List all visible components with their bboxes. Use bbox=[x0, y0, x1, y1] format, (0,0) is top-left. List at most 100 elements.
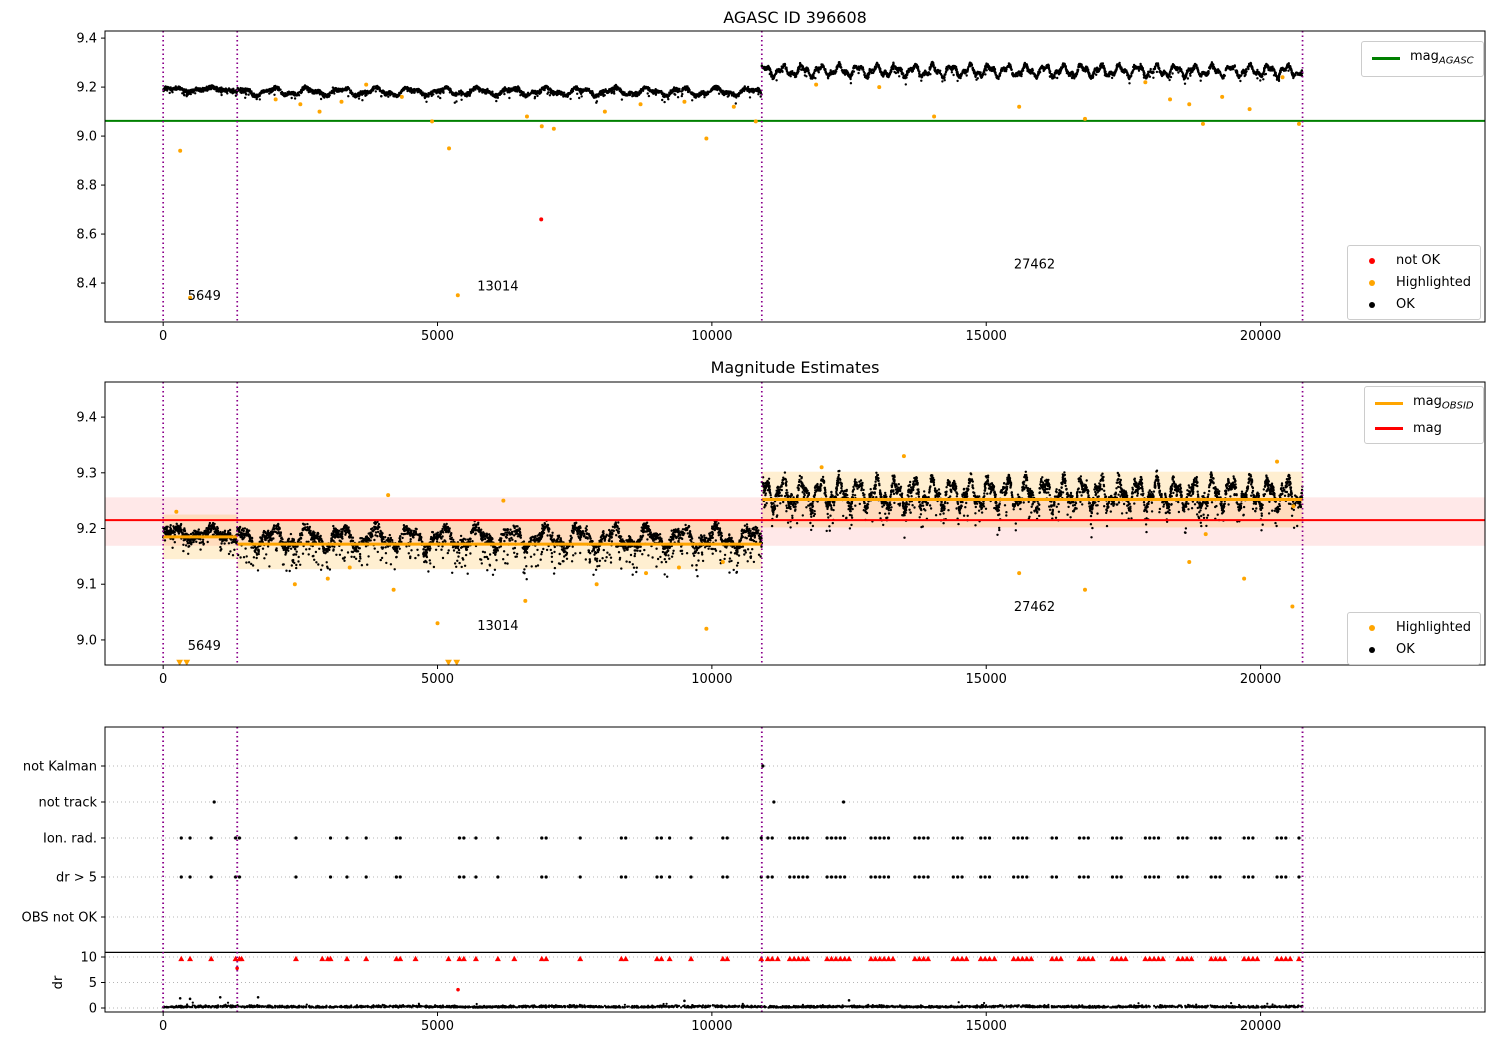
ok-point bbox=[1197, 69, 1200, 72]
ok-point bbox=[347, 95, 350, 98]
ok-point bbox=[1056, 76, 1059, 80]
ok-point bbox=[793, 75, 797, 79]
ok-point bbox=[570, 90, 573, 94]
ok-point bbox=[1224, 67, 1228, 70]
ok-point bbox=[220, 93, 223, 97]
ok-point bbox=[383, 94, 387, 97]
ok-point bbox=[706, 90, 709, 93]
top-plot-title: AGASC ID 396608 bbox=[723, 8, 867, 27]
ok-point bbox=[297, 93, 300, 97]
ok-point bbox=[759, 95, 762, 98]
ok-point bbox=[697, 94, 701, 98]
ok-point bbox=[479, 88, 482, 92]
ok-point bbox=[667, 98, 670, 101]
ok-point bbox=[208, 85, 212, 89]
ok-point bbox=[427, 94, 430, 98]
ok-point bbox=[328, 91, 332, 94]
ok-point bbox=[893, 70, 896, 74]
ok-point bbox=[718, 88, 722, 91]
ok-point bbox=[717, 92, 721, 95]
ok-point bbox=[772, 77, 775, 81]
ok-point bbox=[247, 88, 250, 92]
ok-point bbox=[213, 85, 216, 88]
ok-point bbox=[183, 89, 186, 92]
ok-point bbox=[735, 94, 739, 97]
ok-point bbox=[1259, 79, 1262, 82]
ok-point bbox=[1110, 76, 1114, 80]
ok-point bbox=[1287, 69, 1290, 72]
ok-point bbox=[330, 91, 334, 95]
ok-point bbox=[226, 92, 229, 95]
ok-point bbox=[526, 94, 529, 97]
ok-point bbox=[574, 85, 577, 88]
ok-point bbox=[730, 91, 734, 95]
ok-point bbox=[270, 89, 274, 93]
ok-point bbox=[247, 93, 250, 96]
ok-point bbox=[523, 94, 526, 97]
ok-point bbox=[654, 93, 658, 97]
ok-point bbox=[421, 91, 424, 94]
ok-point bbox=[437, 91, 440, 94]
ok-point bbox=[597, 92, 600, 96]
ok-point bbox=[229, 90, 232, 93]
ok-point bbox=[646, 86, 650, 89]
ok-point bbox=[849, 82, 853, 85]
ok-point bbox=[538, 92, 541, 96]
ok-point bbox=[301, 87, 304, 90]
ok-point bbox=[211, 85, 214, 89]
ok-point bbox=[1199, 79, 1202, 82]
ok-point bbox=[538, 88, 542, 91]
ok-point bbox=[676, 96, 680, 99]
ok-point bbox=[974, 75, 977, 79]
ok-point bbox=[293, 97, 297, 100]
ok-point bbox=[192, 89, 196, 93]
ok-point bbox=[500, 89, 504, 93]
ok-point bbox=[362, 92, 365, 95]
ok-point bbox=[727, 94, 730, 97]
ok-point bbox=[316, 90, 320, 93]
ok-point bbox=[273, 85, 276, 88]
ok-point bbox=[593, 95, 596, 99]
ok-point bbox=[324, 95, 327, 98]
ok-point bbox=[709, 89, 713, 93]
ok-point bbox=[236, 86, 239, 90]
ok-point bbox=[222, 88, 225, 92]
ok-point bbox=[363, 89, 367, 92]
ok-point bbox=[343, 88, 346, 91]
ok-point bbox=[332, 90, 336, 93]
ok-point bbox=[646, 92, 649, 95]
ok-point bbox=[674, 88, 677, 92]
ok-point bbox=[927, 71, 930, 74]
ok-point bbox=[1178, 67, 1181, 70]
ok-point bbox=[670, 90, 673, 94]
ok-point bbox=[455, 100, 458, 103]
ok-point bbox=[918, 70, 921, 73]
ok-point bbox=[589, 91, 592, 94]
ok-point bbox=[244, 96, 247, 100]
ok-point bbox=[277, 89, 280, 92]
ok-point bbox=[519, 94, 522, 97]
ok-point bbox=[829, 69, 832, 72]
ok-point bbox=[546, 86, 550, 90]
ok-point bbox=[441, 87, 445, 90]
ok-point bbox=[495, 99, 498, 103]
ok-point bbox=[307, 88, 310, 92]
ok-point bbox=[279, 91, 283, 95]
ok-point bbox=[1088, 72, 1091, 75]
ok-point bbox=[253, 95, 257, 98]
ok-point bbox=[521, 90, 524, 94]
ok-point bbox=[468, 90, 472, 94]
ok-point bbox=[168, 87, 172, 90]
ok-point bbox=[228, 88, 232, 91]
ok-point bbox=[754, 88, 758, 91]
ok-point bbox=[377, 87, 380, 90]
ok-point bbox=[1147, 70, 1150, 74]
ok-point bbox=[372, 87, 376, 91]
ok-point bbox=[232, 87, 235, 91]
ok-point bbox=[365, 92, 368, 95]
ok-point bbox=[171, 91, 174, 94]
ok-point bbox=[715, 86, 718, 89]
ok-point bbox=[504, 88, 507, 91]
ok-point bbox=[399, 90, 403, 94]
